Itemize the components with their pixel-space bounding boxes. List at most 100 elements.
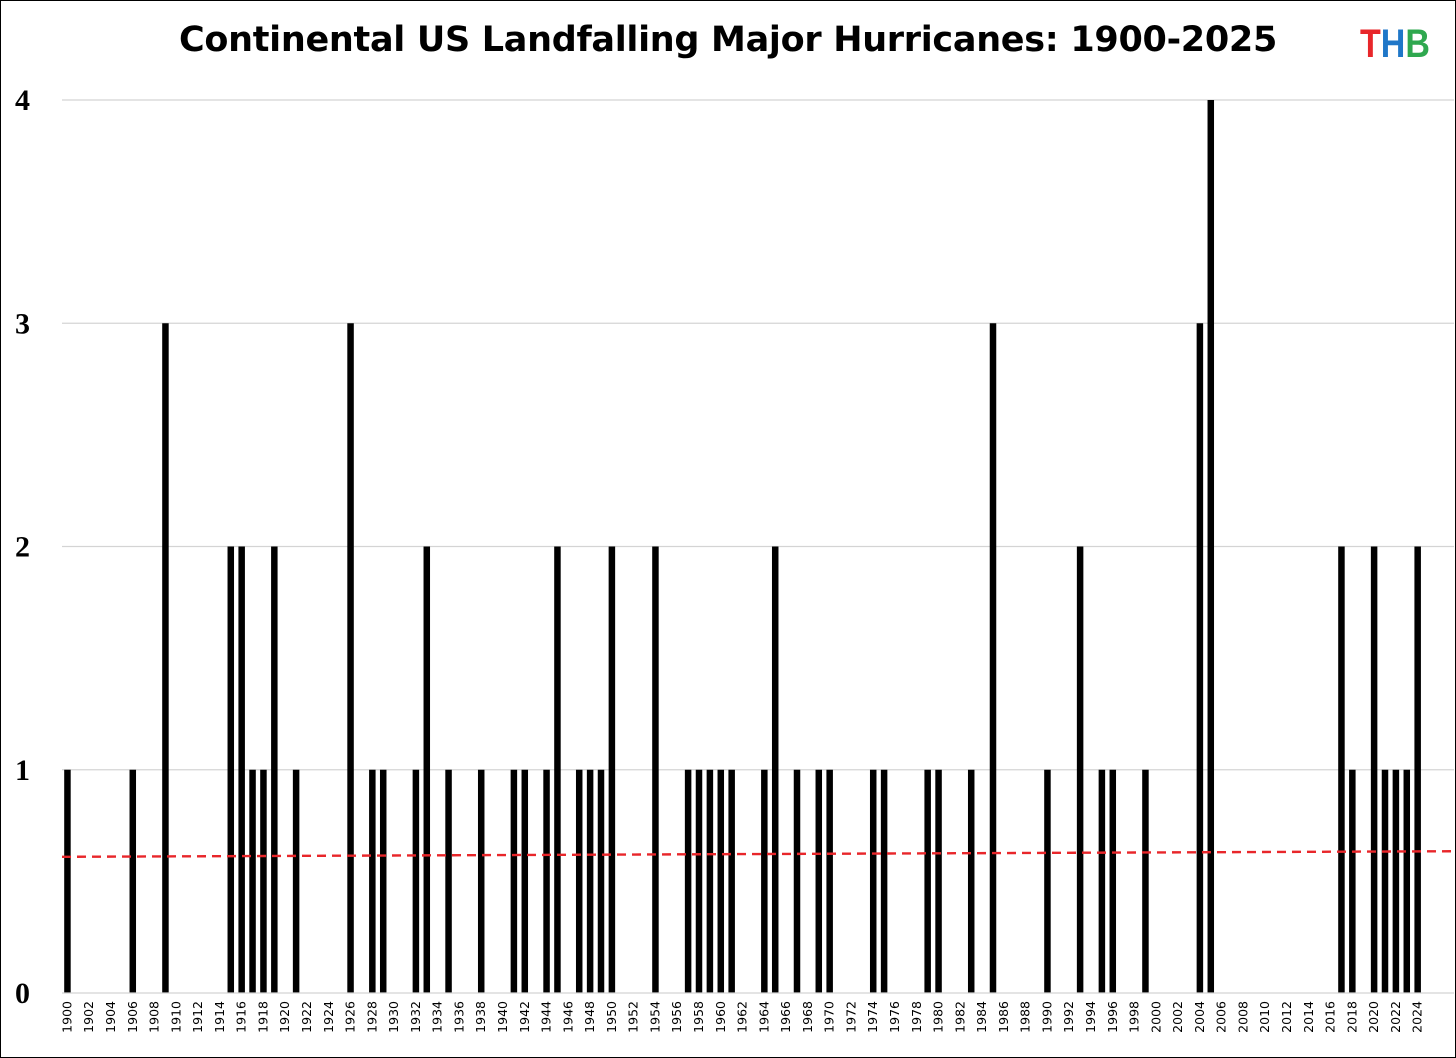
y-tick-label: 0 <box>15 977 30 1010</box>
logo-letter-b: B <box>1405 22 1430 66</box>
x-tick-label: 2000 <box>1148 1001 1163 1033</box>
bar-1928 <box>369 769 376 993</box>
bar-1954 <box>652 546 659 993</box>
x-tick-label: 2018 <box>1344 1001 1359 1033</box>
x-tick-label: 1994 <box>1083 1001 1098 1033</box>
x-tick-label: 2012 <box>1279 1001 1294 1033</box>
x-tick-label: 1918 <box>255 1001 270 1033</box>
bar-1918 <box>260 769 267 993</box>
x-tick-label: 1998 <box>1127 1001 1142 1033</box>
x-tick-label: 2006 <box>1214 1001 1229 1033</box>
bar-2004 <box>1196 323 1204 993</box>
bar-1995 <box>1098 769 1106 993</box>
x-tick-label: 1992 <box>1061 1001 1076 1033</box>
bar-1921 <box>292 769 300 993</box>
x-tick-label: 1952 <box>626 1001 641 1033</box>
bar-1926 <box>347 323 354 993</box>
x-tick-label: 1938 <box>473 1001 488 1033</box>
bar-1932 <box>412 769 420 993</box>
bar-1917 <box>249 769 256 993</box>
bar-1915 <box>227 546 235 993</box>
x-tick-label: 1932 <box>408 1001 423 1033</box>
x-tick-label: 1972 <box>843 1001 858 1033</box>
x-tick-label: 1962 <box>735 1001 750 1033</box>
x-tick-label: 1924 <box>321 1001 336 1033</box>
x-tick-label: 2020 <box>1366 1001 1381 1033</box>
x-tick-label: 1996 <box>1105 1001 1120 1033</box>
x-tick-label: 1920 <box>277 1001 292 1033</box>
x-tick-label: 1964 <box>756 1001 771 1033</box>
bar-1990 <box>1044 769 1051 993</box>
y-tick-label: 4 <box>15 84 30 117</box>
bar-1950 <box>608 546 616 993</box>
bar-1967 <box>793 769 801 993</box>
x-tick-label: 1976 <box>887 1001 902 1033</box>
x-tick-label: 1988 <box>1018 1001 1033 1033</box>
x-tick-label: 1944 <box>539 1001 554 1033</box>
x-tick-label: 1942 <box>517 1001 532 1033</box>
bar-1999 <box>1142 769 1149 993</box>
x-tick-label: 1950 <box>604 1001 619 1033</box>
bar-1948 <box>586 769 594 993</box>
x-tick-label: 1936 <box>451 1001 466 1033</box>
bar-2005 <box>1207 100 1215 993</box>
x-tick-label: 1982 <box>952 1001 967 1033</box>
bar-1983 <box>967 769 975 993</box>
bar-2021 <box>1381 769 1389 993</box>
y-tick-label: 2 <box>15 531 30 564</box>
bar-1947 <box>575 769 583 993</box>
x-tick-label: 1948 <box>582 1001 597 1033</box>
x-tick-label: 1904 <box>103 1001 118 1033</box>
chart-title: Continental US Landfalling Major Hurrica… <box>178 20 1278 60</box>
x-tick-label: 1908 <box>147 1001 162 1033</box>
bar-1933 <box>423 546 431 993</box>
bar-1900 <box>64 769 71 993</box>
bar-1957 <box>684 769 692 993</box>
x-tick-label: 1914 <box>212 1001 227 1033</box>
bar-1906 <box>129 769 137 993</box>
x-tick-label: 1910 <box>168 1001 183 1033</box>
bar-1980 <box>935 769 942 993</box>
x-tick-label: 1902 <box>81 1001 96 1033</box>
bar-1975 <box>880 769 888 993</box>
x-tick-label: 1940 <box>495 1001 510 1033</box>
x-tick-label: 1954 <box>647 1001 662 1033</box>
bar-1996 <box>1109 769 1117 993</box>
x-tick-label: 2004 <box>1192 1001 1207 1033</box>
x-tick-label: 1978 <box>909 1001 924 1033</box>
x-tick-label: 2016 <box>1323 1001 1338 1033</box>
x-tick-label: 1956 <box>669 1001 684 1033</box>
x-tick-label: 1912 <box>190 1001 205 1033</box>
bar-2022 <box>1392 769 1400 993</box>
x-tick-label: 1970 <box>822 1001 837 1033</box>
x-tick-label: 1986 <box>996 1001 1011 1033</box>
bar-1969 <box>815 769 823 993</box>
bar-1944 <box>543 769 550 993</box>
x-tick-label: 1934 <box>430 1001 445 1033</box>
x-tick-label: 1916 <box>234 1001 249 1033</box>
bar-1949 <box>597 769 605 993</box>
logo-letter-t: T <box>1360 22 1381 66</box>
x-tick-label: 1974 <box>865 1001 880 1033</box>
bar-1909 <box>162 323 169 993</box>
x-tick-label: 2008 <box>1235 1001 1250 1033</box>
x-tick-label: 1980 <box>931 1001 946 1033</box>
x-tick-label: 1946 <box>560 1001 575 1033</box>
x-tick-label: 1960 <box>713 1001 728 1033</box>
bar-1935 <box>445 769 452 993</box>
bar-1942 <box>521 769 529 993</box>
bar-1960 <box>717 769 725 993</box>
x-tick-label: 1984 <box>974 1001 989 1033</box>
x-tick-label: 1990 <box>1039 1001 1054 1033</box>
bar-1965 <box>771 546 779 993</box>
bar-1993 <box>1076 546 1084 993</box>
y-tick-label: 1 <box>15 754 30 787</box>
bar-1959 <box>706 769 714 993</box>
x-tick-label: 1966 <box>778 1001 793 1033</box>
logo-letter-h: H <box>1380 22 1406 66</box>
x-tick-label: 2024 <box>1410 1001 1425 1033</box>
x-tick-label: 2002 <box>1170 1001 1185 1033</box>
bar-1941 <box>510 769 518 993</box>
x-tick-label: 1906 <box>125 1001 140 1033</box>
